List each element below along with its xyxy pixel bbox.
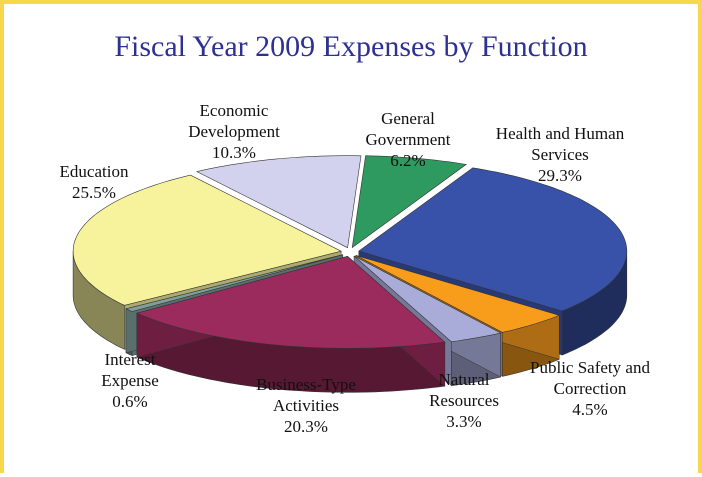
value-label: 25.5% xyxy=(72,183,116,202)
data-label: Natural Resources 3.3% xyxy=(409,369,519,432)
data-label: Public Safety and Correction 4.5% xyxy=(510,357,670,420)
data-label: Interest Expense 0.6% xyxy=(75,349,185,412)
category-label: Interest Expense xyxy=(101,350,159,390)
slice-top xyxy=(358,167,628,312)
data-label: Education 25.5% xyxy=(39,161,149,203)
slice-top xyxy=(72,174,342,306)
slice-top xyxy=(125,254,343,312)
data-label: General Government 6.2% xyxy=(343,108,473,171)
pie-slice xyxy=(196,155,362,249)
value-label: 10.3% xyxy=(212,143,256,162)
chart-title: Fiscal Year 2009 Expenses by Function xyxy=(114,30,588,63)
category-label: Business-Type Activities xyxy=(256,375,356,415)
value-label: 0.6% xyxy=(112,392,148,411)
category-label: Education xyxy=(59,162,129,181)
value-label: 6.2% xyxy=(390,151,426,170)
category-label: Public Safety and Correction xyxy=(530,358,650,398)
pie-slice xyxy=(135,255,446,393)
value-label: 29.3% xyxy=(538,166,582,185)
value-label: 3.3% xyxy=(446,412,482,431)
slice-top xyxy=(351,155,467,249)
chart xyxy=(72,155,628,393)
category-label: Health and Human Services xyxy=(495,124,625,164)
slice-top xyxy=(196,155,362,249)
value-label: 4.5% xyxy=(572,400,608,419)
category-label: General Government xyxy=(365,109,451,149)
data-label: Business-Type Activities 20.3% xyxy=(226,374,386,437)
slice-top xyxy=(353,255,502,343)
value-label: 20.3% xyxy=(284,417,328,436)
slice-top xyxy=(355,255,561,333)
data-label: Health and Human Services 29.3% xyxy=(475,123,645,186)
data-label: Economic Development 10.3% xyxy=(164,100,304,163)
pie-slice xyxy=(351,155,467,249)
category-label: Economic Development xyxy=(188,101,280,141)
category-label: Natural Resources xyxy=(429,370,499,410)
slice-top xyxy=(135,255,446,349)
